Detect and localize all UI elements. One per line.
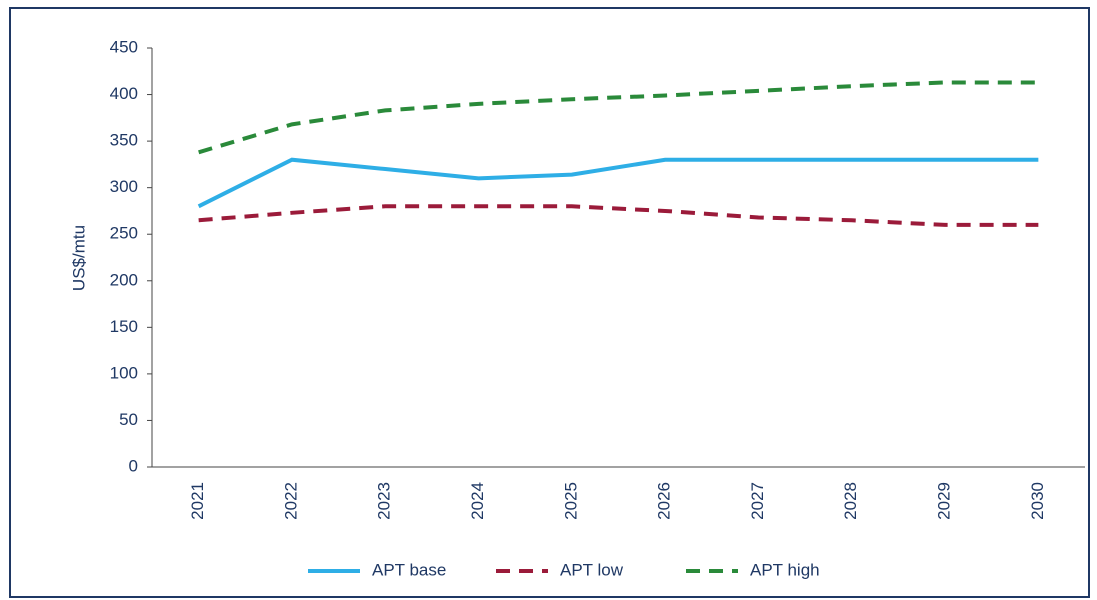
y-tick-label: 350: [110, 131, 138, 150]
legend-label: APT low: [560, 560, 624, 579]
y-axis-label: US$/mtu: [69, 225, 88, 291]
x-tick-label: 2023: [375, 482, 394, 520]
x-tick-label: 2026: [655, 482, 674, 520]
x-tick-label: 2021: [188, 482, 207, 520]
x-tick-label: 2022: [281, 482, 300, 520]
y-tick-label: 50: [119, 410, 138, 429]
x-tick-label: 2027: [748, 482, 767, 520]
series-line: [198, 204, 1039, 227]
y-tick-label: 0: [129, 456, 138, 475]
legend-label: APT base: [372, 560, 446, 579]
x-tick-label: 2029: [935, 482, 954, 520]
series-line: [198, 80, 1039, 155]
chart-frame: [9, 7, 1090, 598]
y-tick-label: 200: [110, 270, 138, 289]
y-tick-label: 400: [110, 84, 138, 103]
y-tick-label: 150: [110, 317, 138, 336]
x-tick-label: 2025: [561, 482, 580, 520]
legend-label: APT high: [750, 560, 820, 579]
series-line: [197, 157, 1039, 209]
y-tick-label: 100: [110, 363, 138, 382]
x-tick-label: 2024: [468, 482, 487, 520]
x-tick-label: 2028: [841, 482, 860, 520]
y-tick-label: 250: [110, 224, 138, 243]
y-tick-label: 300: [110, 177, 138, 196]
x-tick-label: 2030: [1028, 482, 1047, 520]
y-tick-label: 450: [110, 37, 138, 56]
